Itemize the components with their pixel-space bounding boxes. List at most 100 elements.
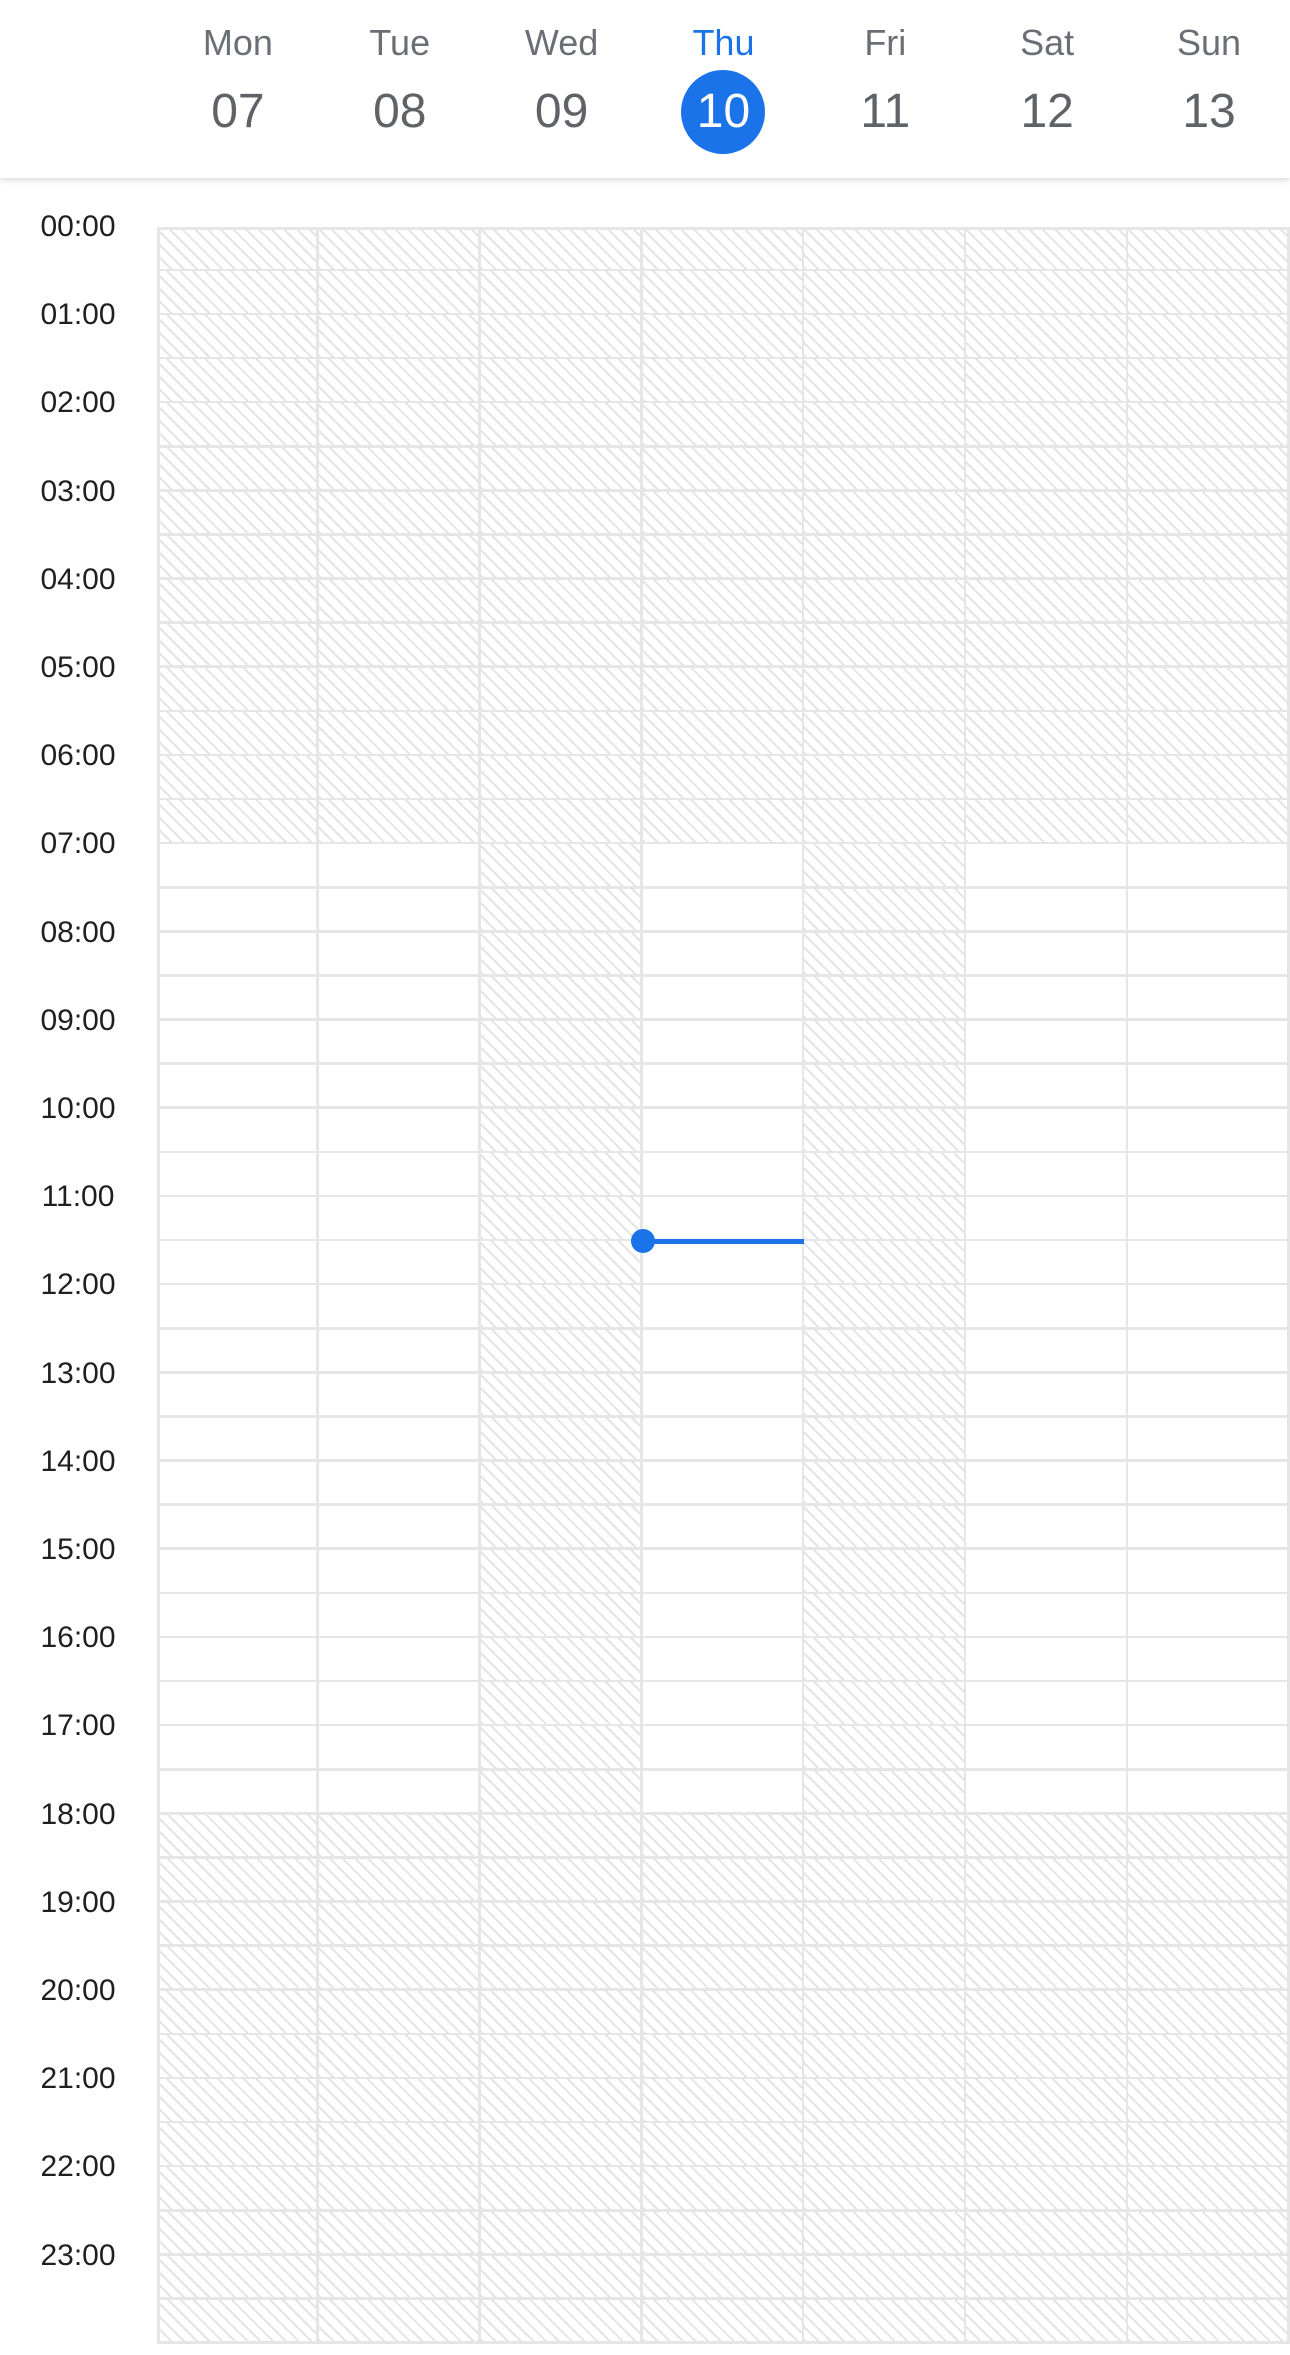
unavailable-slot[interactable] bbox=[966, 2123, 1129, 2168]
unavailable-slot[interactable] bbox=[318, 535, 482, 581]
unavailable-slot[interactable] bbox=[642, 668, 805, 713]
available-slot[interactable] bbox=[1128, 1197, 1290, 1242]
available-slot[interactable] bbox=[1128, 1770, 1290, 1816]
available-slot[interactable] bbox=[318, 1461, 482, 1507]
available-slot[interactable] bbox=[966, 1020, 1129, 1066]
unavailable-slot[interactable] bbox=[157, 1991, 320, 2036]
unavailable-slot[interactable] bbox=[966, 315, 1129, 360]
unavailable-slot[interactable] bbox=[804, 2167, 967, 2212]
unavailable-slot[interactable] bbox=[804, 1505, 967, 1551]
available-slot[interactable] bbox=[642, 1373, 805, 1419]
available-slot[interactable] bbox=[1128, 1064, 1290, 1110]
unavailable-slot[interactable] bbox=[157, 447, 320, 493]
unavailable-slot[interactable] bbox=[480, 1814, 644, 1860]
available-slot[interactable] bbox=[966, 1505, 1129, 1551]
unavailable-slot[interactable] bbox=[480, 1285, 644, 1330]
unavailable-slot[interactable] bbox=[157, 271, 320, 316]
unavailable-slot[interactable] bbox=[642, 623, 805, 669]
unavailable-slot[interactable] bbox=[480, 668, 644, 713]
available-slot[interactable] bbox=[1128, 1285, 1290, 1330]
available-slot[interactable] bbox=[1128, 1417, 1290, 1463]
unavailable-slot[interactable] bbox=[804, 1417, 967, 1463]
unavailable-slot[interactable] bbox=[1128, 315, 1290, 360]
unavailable-slot[interactable] bbox=[1128, 271, 1290, 316]
unavailable-slot[interactable] bbox=[318, 2079, 482, 2124]
unavailable-slot[interactable] bbox=[804, 1770, 967, 1816]
unavailable-slot[interactable] bbox=[804, 2211, 967, 2257]
available-slot[interactable] bbox=[1128, 976, 1290, 1022]
unavailable-slot[interactable] bbox=[642, 491, 805, 537]
unavailable-slot[interactable] bbox=[1128, 227, 1290, 272]
unavailable-slot[interactable] bbox=[157, 2299, 320, 2345]
unavailable-slot[interactable] bbox=[157, 1814, 320, 1860]
unavailable-slot[interactable] bbox=[966, 227, 1129, 272]
available-slot[interactable] bbox=[1128, 1505, 1290, 1551]
unavailable-slot[interactable] bbox=[480, 1241, 644, 1286]
unavailable-slot[interactable] bbox=[642, 535, 805, 581]
available-slot[interactable] bbox=[157, 1109, 320, 1154]
unavailable-slot[interactable] bbox=[480, 2211, 644, 2257]
unavailable-slot[interactable] bbox=[804, 932, 967, 978]
unavailable-slot[interactable] bbox=[804, 491, 967, 537]
available-slot[interactable] bbox=[642, 1285, 805, 1330]
unavailable-slot[interactable] bbox=[318, 403, 482, 448]
unavailable-slot[interactable] bbox=[1128, 800, 1290, 845]
unavailable-slot[interactable] bbox=[157, 227, 320, 272]
available-slot[interactable] bbox=[157, 1064, 320, 1110]
unavailable-slot[interactable] bbox=[480, 1682, 644, 1727]
unavailable-slot[interactable] bbox=[1128, 403, 1290, 448]
unavailable-slot[interactable] bbox=[480, 932, 644, 978]
unavailable-slot[interactable] bbox=[642, 447, 805, 493]
day-header-wed[interactable]: Wed 09 bbox=[481, 0, 643, 178]
available-slot[interactable] bbox=[1128, 1461, 1290, 1507]
unavailable-slot[interactable] bbox=[804, 888, 967, 934]
available-slot[interactable] bbox=[157, 1373, 320, 1419]
unavailable-slot[interactable] bbox=[157, 491, 320, 537]
unavailable-slot[interactable] bbox=[1128, 2211, 1290, 2257]
available-slot[interactable] bbox=[642, 1329, 805, 1375]
unavailable-slot[interactable] bbox=[1128, 2167, 1290, 2212]
available-slot[interactable] bbox=[318, 1682, 482, 1727]
available-slot[interactable] bbox=[1128, 932, 1290, 978]
unavailable-slot[interactable] bbox=[804, 844, 967, 889]
available-slot[interactable] bbox=[642, 1020, 805, 1066]
available-slot[interactable] bbox=[642, 1417, 805, 1463]
unavailable-slot[interactable] bbox=[480, 1946, 644, 1992]
unavailable-slot[interactable] bbox=[1128, 491, 1290, 537]
available-slot[interactable] bbox=[318, 1638, 482, 1683]
unavailable-slot[interactable] bbox=[1128, 535, 1290, 581]
available-slot[interactable] bbox=[1128, 1241, 1290, 1286]
unavailable-slot[interactable] bbox=[804, 1682, 967, 1727]
available-slot[interactable] bbox=[966, 1373, 1129, 1419]
available-slot[interactable] bbox=[157, 1726, 320, 1771]
unavailable-slot[interactable] bbox=[804, 668, 967, 713]
calendar-grid[interactable] bbox=[157, 227, 1290, 2345]
day-header-fri[interactable]: Fri 11 bbox=[804, 0, 966, 178]
available-slot[interactable] bbox=[318, 1594, 482, 1639]
unavailable-slot[interactable] bbox=[804, 1153, 967, 1198]
available-slot[interactable] bbox=[1128, 1020, 1290, 1066]
unavailable-slot[interactable] bbox=[1128, 1814, 1290, 1860]
available-slot[interactable] bbox=[157, 1461, 320, 1507]
unavailable-slot[interactable] bbox=[804, 579, 967, 625]
available-slot[interactable] bbox=[642, 1550, 805, 1595]
available-slot[interactable] bbox=[642, 1461, 805, 1507]
unavailable-slot[interactable] bbox=[480, 1153, 644, 1198]
unavailable-slot[interactable] bbox=[157, 2211, 320, 2257]
unavailable-slot[interactable] bbox=[318, 1991, 482, 2036]
unavailable-slot[interactable] bbox=[318, 2255, 482, 2301]
unavailable-slot[interactable] bbox=[804, 1594, 967, 1639]
available-slot[interactable] bbox=[157, 1505, 320, 1551]
unavailable-slot[interactable] bbox=[157, 623, 320, 669]
available-slot[interactable] bbox=[642, 1153, 805, 1198]
unavailable-slot[interactable] bbox=[318, 668, 482, 713]
unavailable-slot[interactable] bbox=[1128, 756, 1290, 801]
unavailable-slot[interactable] bbox=[157, 2079, 320, 2124]
unavailable-slot[interactable] bbox=[480, 491, 644, 537]
available-slot[interactable] bbox=[157, 1197, 320, 1242]
unavailable-slot[interactable] bbox=[642, 579, 805, 625]
unavailable-slot[interactable] bbox=[480, 1329, 644, 1375]
available-slot[interactable] bbox=[157, 844, 320, 889]
unavailable-slot[interactable] bbox=[804, 1814, 967, 1860]
available-slot[interactable] bbox=[966, 1153, 1129, 1198]
